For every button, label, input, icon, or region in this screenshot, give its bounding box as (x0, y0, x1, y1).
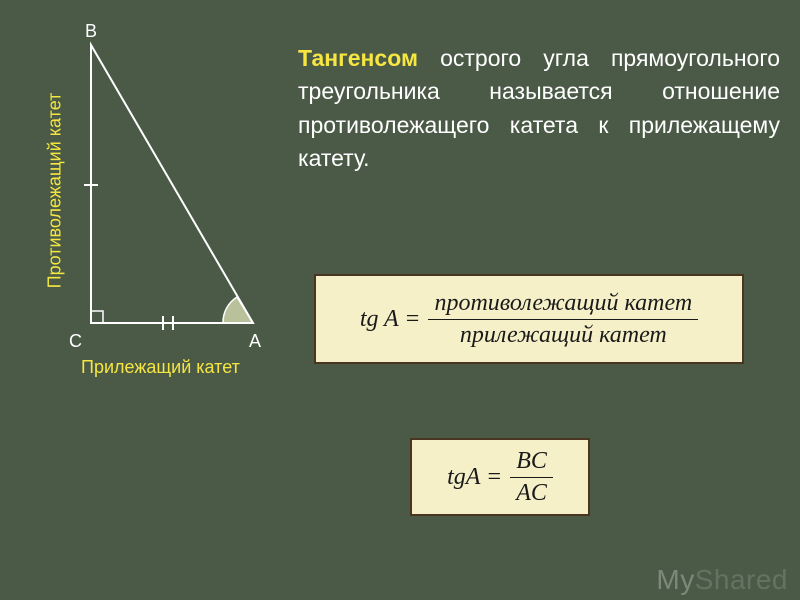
formula2-left: tgA = (447, 464, 502, 491)
watermark-prefix: My (656, 564, 694, 595)
adjacent-leg-label: Прилежащий катет (81, 357, 240, 378)
opposite-leg-label: Противолежащий катет (44, 93, 65, 289)
definition-text: Тангенсом острого угла прямоугольного тр… (298, 42, 780, 175)
triangle-svg (45, 35, 275, 345)
keyword-tangent: Тангенсом (298, 45, 418, 71)
watermark-suffix: Shared (695, 564, 788, 595)
vertex-c: С (69, 331, 82, 352)
formula1-left: tg A = (360, 306, 421, 333)
vertex-b: В (85, 21, 97, 42)
formula-letters: tgA = BC AC (410, 438, 590, 516)
vertex-a: А (249, 331, 261, 352)
formula2-denominator: AC (510, 478, 553, 507)
triangle-diagram: В С А Противолежащий катет Прилежащий ка… (45, 35, 275, 375)
formula1-numerator: противолежащий катет (428, 290, 698, 320)
formula2-numerator: BC (510, 448, 553, 478)
formula1-denominator: прилежащий катет (428, 320, 698, 349)
watermark: MyShared (656, 564, 788, 596)
formula-words: tg A = противолежащий катет прилежащий к… (314, 274, 744, 364)
